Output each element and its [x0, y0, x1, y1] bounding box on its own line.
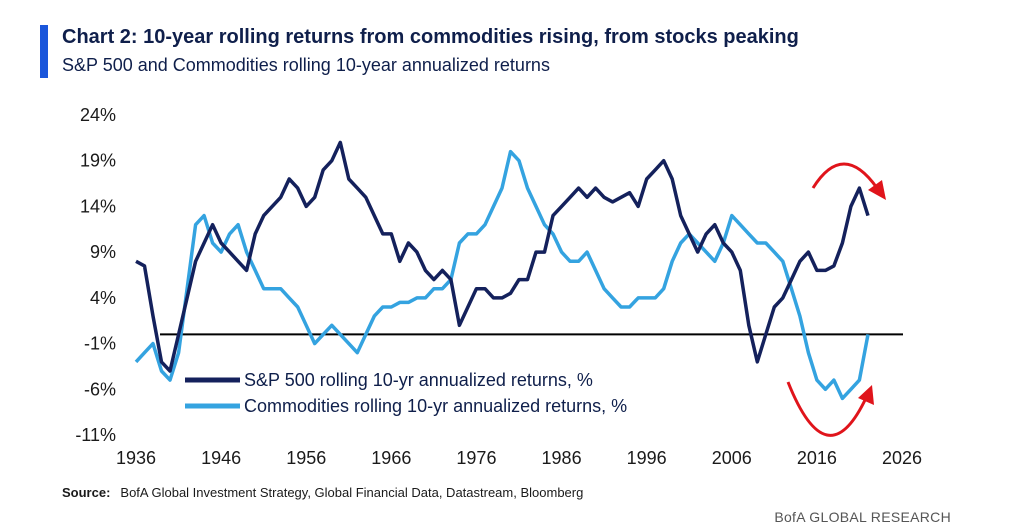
sp500-series-line [135, 140, 870, 373]
chart-title: Chart 2: 10-year rolling returns from co… [62, 26, 799, 48]
y-tick-label: 9% [90, 242, 116, 262]
y-tick-label: -11% [75, 425, 116, 445]
y-tick-label: -1% [84, 334, 116, 354]
y-tick-label: 19% [80, 151, 116, 171]
y-tick-label: -6% [84, 379, 116, 399]
y-tick-label: 24% [80, 105, 116, 125]
x-axis-tick-labels: 1936 1946 1956 1966 1976 1986 1996 2006 2016 2026 [116, 448, 922, 468]
x-tick-label: 1936 [116, 448, 156, 468]
legend-label-commodities: Commodities rolling 10-yr annualized ret… [244, 396, 627, 416]
x-tick-label: 1946 [201, 448, 241, 468]
y-tick-label: 4% [90, 288, 116, 308]
commodities-series-line [134, 149, 870, 401]
x-tick-label: 1976 [456, 448, 496, 468]
x-tick-label: 2016 [797, 448, 837, 468]
chart-subtitle: S&P 500 and Commodities rolling 10-year … [62, 55, 550, 75]
legend: S&P 500 rolling 10-yr annualized returns… [185, 370, 627, 416]
x-tick-label: 1966 [371, 448, 411, 468]
stocks-peaking-arrow [811, 162, 879, 189]
title-accent-bar [40, 25, 48, 78]
x-tick-label: 1986 [542, 448, 582, 468]
source-text: BofA Global Investment Strategy, Global … [120, 485, 584, 500]
source-label: Source: [62, 485, 111, 500]
stocks-peaking-arrowhead [868, 180, 886, 200]
annotation-arrows [786, 162, 886, 437]
commodities-rising-arrow [786, 381, 868, 437]
y-axis-tick-labels: 24% 19% 14% 9% 4% -1% -6% -11% [75, 105, 116, 445]
x-tick-label: 1956 [286, 448, 326, 468]
series-lines [134, 140, 870, 401]
y-tick-label: 14% [80, 196, 116, 216]
x-tick-label: 1996 [627, 448, 667, 468]
source-note: Source: BofA Global Investment Strategy, … [62, 485, 583, 500]
x-tick-label: 2026 [882, 448, 922, 468]
legend-label-sp500: S&P 500 rolling 10-yr annualized returns… [244, 370, 593, 390]
commodities-rising-arrowhead [858, 385, 874, 405]
brand-footer: BofA GLOBAL RESEARCH [774, 509, 951, 525]
x-tick-label: 2006 [712, 448, 752, 468]
